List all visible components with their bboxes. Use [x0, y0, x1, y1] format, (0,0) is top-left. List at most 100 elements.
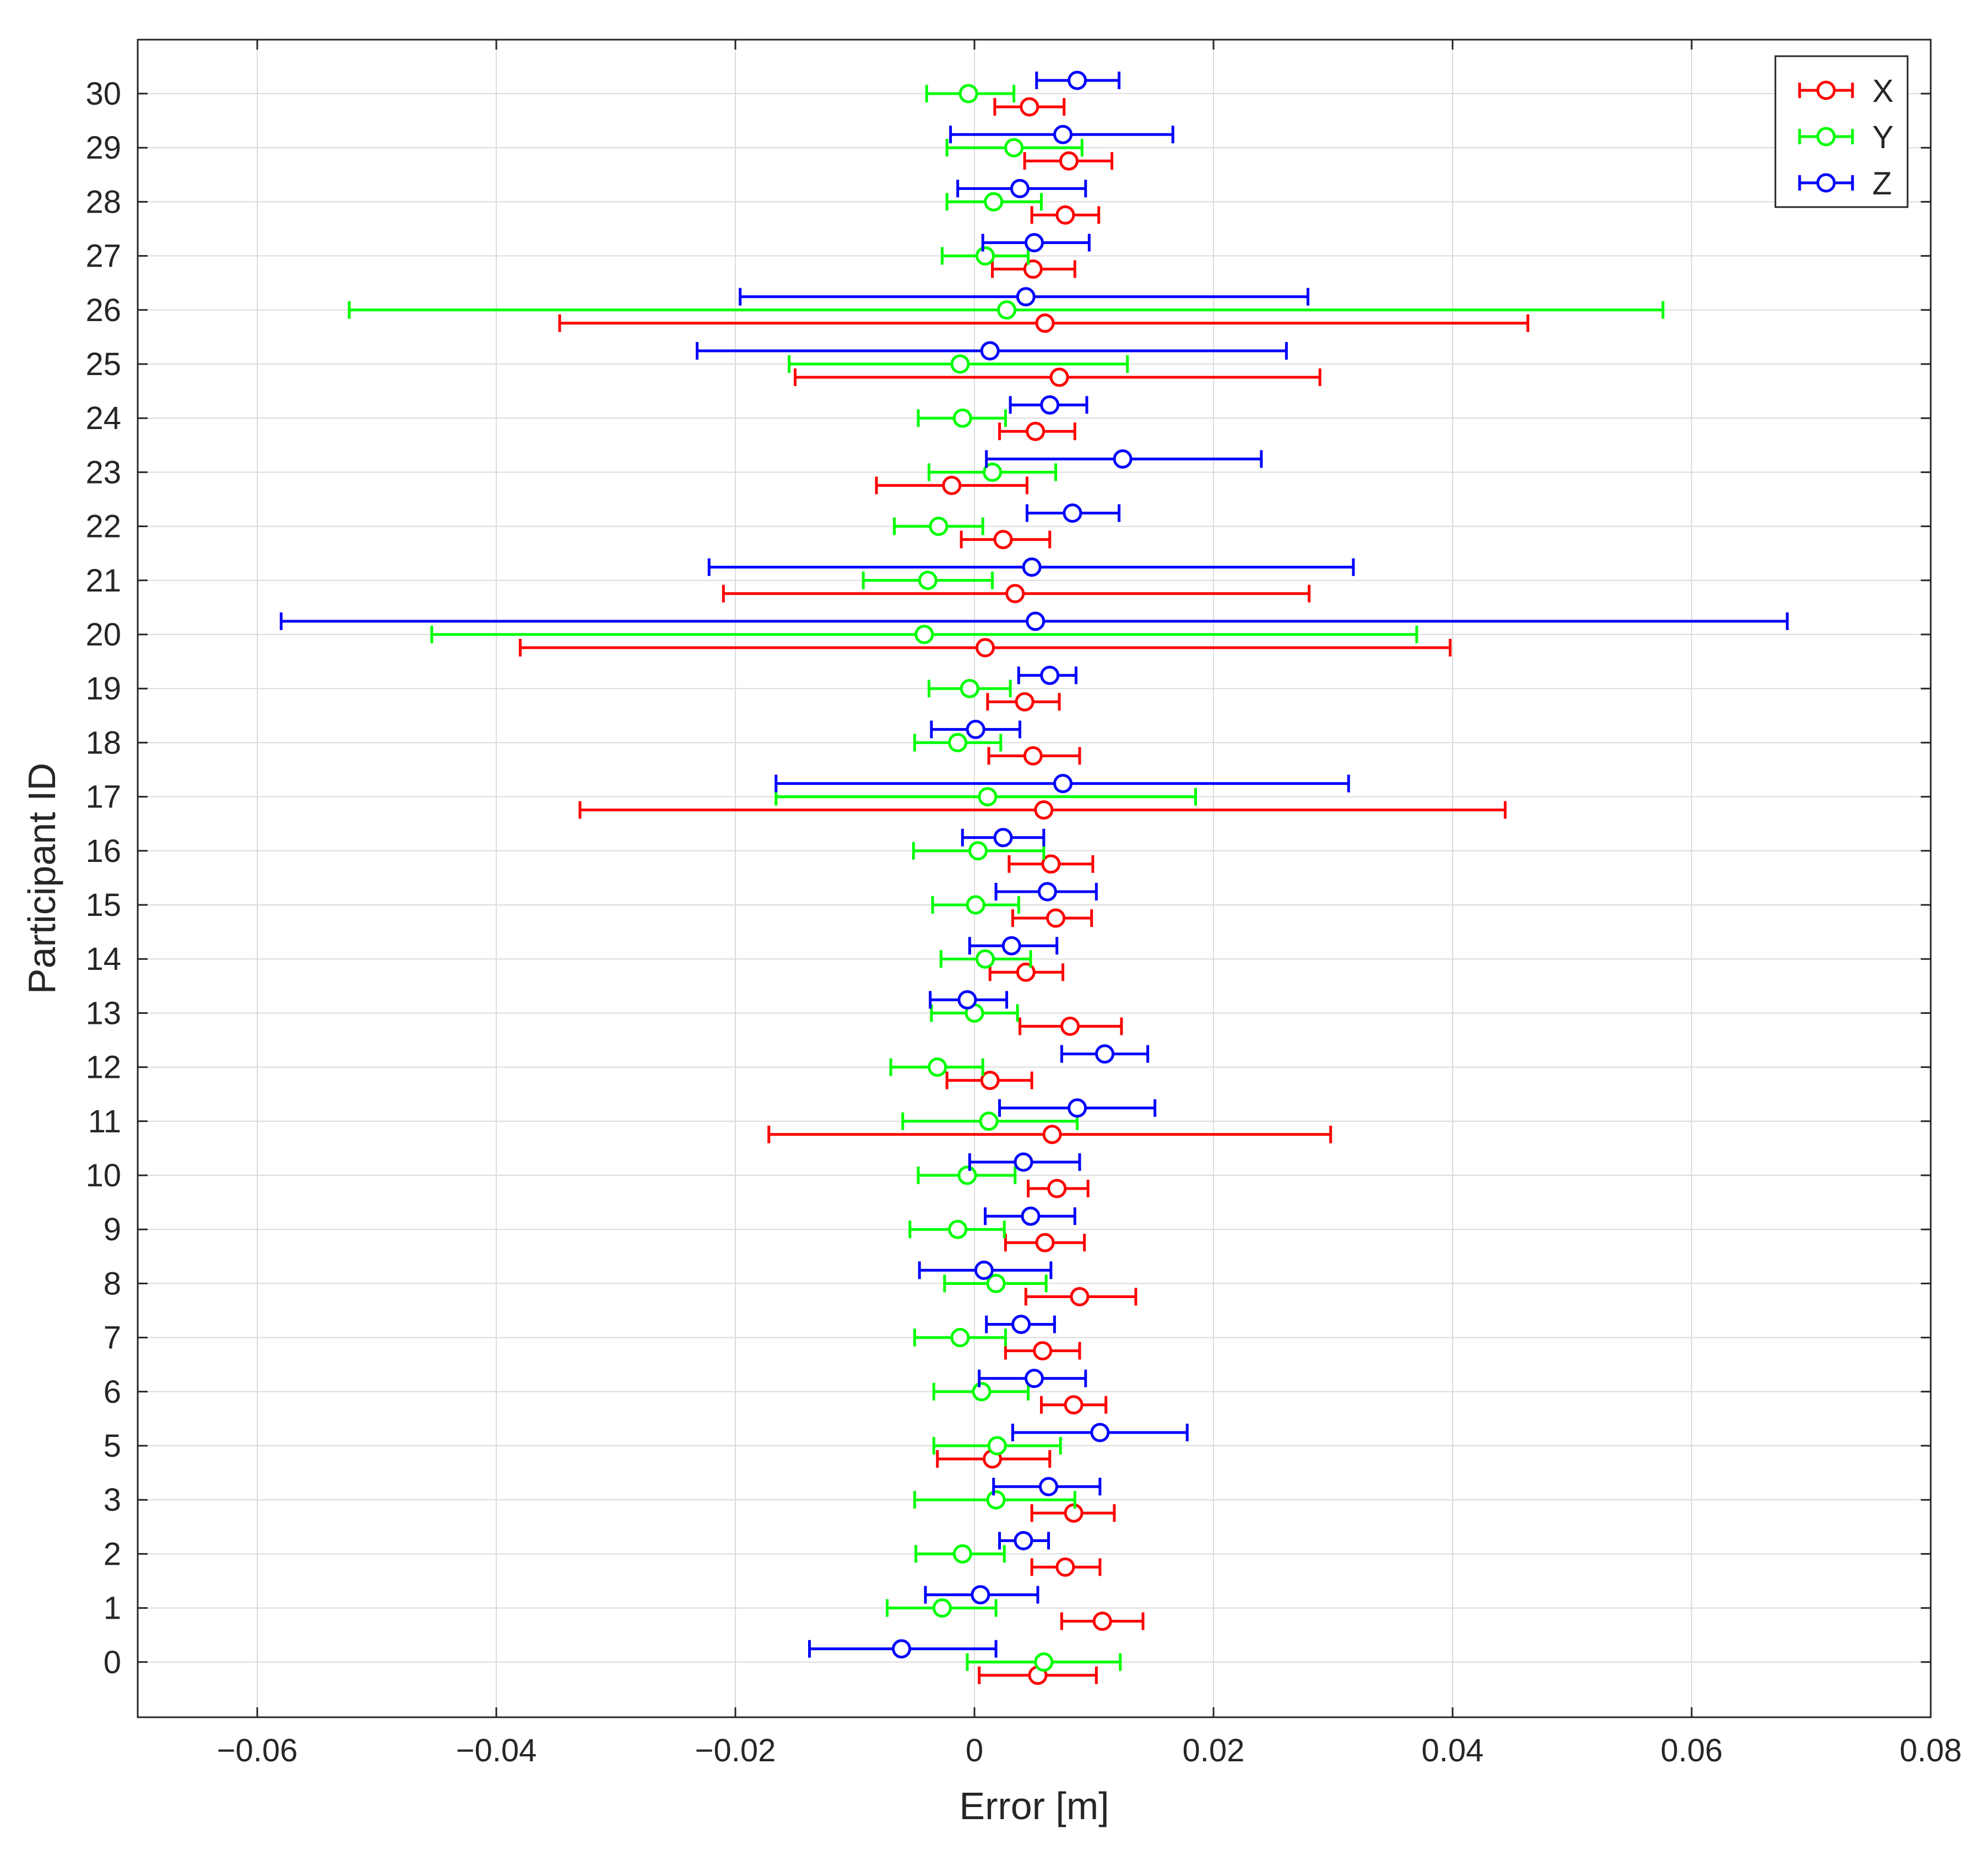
mean-marker — [892, 1639, 912, 1659]
mean-marker — [1047, 1179, 1067, 1198]
mean-marker — [1049, 367, 1069, 387]
mean-marker — [1034, 1652, 1054, 1672]
y-tick-label: 15 — [85, 887, 121, 923]
mean-marker — [1040, 665, 1060, 685]
legend: XYZ — [1774, 55, 1909, 208]
x-axis-title: Error [m] — [959, 1784, 1109, 1827]
legend-entry-y: Y — [1798, 120, 1894, 155]
mean-marker — [929, 517, 949, 536]
x-tick-label: −0.06 — [217, 1733, 298, 1768]
y-tick-label: 7 — [104, 1320, 121, 1356]
x-tick-label: −0.02 — [695, 1733, 776, 1768]
mean-marker — [1025, 1369, 1044, 1388]
mean-marker — [1046, 908, 1066, 928]
mean-marker — [1014, 1152, 1033, 1172]
mean-marker — [1023, 259, 1043, 279]
mean-marker — [976, 949, 995, 969]
mean-marker — [1033, 1341, 1053, 1361]
x-tick-label: 0.04 — [1422, 1733, 1484, 1768]
y-tick-label: 10 — [85, 1158, 121, 1193]
mean-marker — [1011, 1315, 1031, 1334]
mean-marker — [966, 895, 985, 915]
y-tick-labels: 0123567891011121314151617181920212223242… — [85, 76, 121, 1680]
mean-marker — [1026, 611, 1046, 631]
mean-marker — [993, 530, 1013, 550]
mean-marker — [1035, 1233, 1055, 1252]
mean-marker — [1023, 746, 1043, 766]
y-tick-label: 0 — [104, 1645, 121, 1680]
y-tick-label: 19 — [85, 671, 121, 707]
mean-marker — [1037, 882, 1057, 902]
mean-marker — [1041, 854, 1061, 874]
mean-marker — [993, 828, 1013, 848]
legend-marker — [1816, 173, 1836, 193]
axis-ticks — [138, 40, 1932, 1717]
mean-marker — [1016, 287, 1036, 307]
mean-marker — [1113, 449, 1133, 469]
y-tick-label: 21 — [85, 563, 121, 599]
mean-marker — [976, 638, 995, 658]
mean-marker — [976, 246, 995, 266]
y-tick-label: 2 — [104, 1536, 121, 1572]
legend-marker — [1816, 127, 1836, 147]
y-tick-label: 25 — [85, 346, 121, 382]
data-series — [279, 70, 1789, 1685]
mean-marker — [978, 787, 998, 807]
mean-marker — [1016, 962, 1036, 982]
mean-marker — [1095, 1044, 1115, 1064]
y-tick-label: 24 — [85, 400, 121, 436]
y-tick-label: 26 — [85, 292, 121, 328]
mean-marker — [1042, 1125, 1062, 1144]
y-tick-label: 18 — [85, 725, 121, 761]
x-tick-label: 0.08 — [1900, 1733, 1962, 1768]
x-tick-label: 0.02 — [1183, 1733, 1245, 1768]
y-tick-label: 11 — [88, 1104, 121, 1140]
x-tick-label: 0 — [966, 1733, 983, 1768]
mean-marker — [1034, 800, 1054, 820]
mean-marker — [958, 84, 978, 104]
series-x — [518, 97, 1530, 1685]
mean-marker — [1059, 151, 1079, 171]
y-tick-label: 28 — [85, 184, 121, 220]
mean-marker — [1053, 124, 1073, 144]
mean-marker — [942, 475, 962, 495]
legend-label: Y — [1872, 120, 1894, 155]
legend-entry-x: X — [1798, 73, 1894, 109]
mean-marker — [1064, 1395, 1084, 1415]
mean-marker — [1092, 1612, 1112, 1631]
mean-marker — [950, 354, 970, 374]
legend-entry-z: Z — [1798, 166, 1892, 202]
mean-marker — [948, 1219, 968, 1239]
mean-marker — [952, 1544, 972, 1564]
y-tick-label: 8 — [104, 1266, 121, 1301]
y-tick-label: 22 — [85, 509, 121, 545]
mean-marker — [971, 1585, 990, 1605]
series-z — [279, 70, 1789, 1659]
mean-marker — [980, 341, 1000, 361]
y-tick-label: 5 — [104, 1428, 121, 1464]
mean-marker — [984, 192, 1004, 211]
y-tick-label: 17 — [85, 779, 121, 815]
mean-marker — [1005, 584, 1025, 604]
mean-marker — [1021, 1206, 1041, 1226]
y-tick-label: 3 — [104, 1482, 121, 1518]
mean-marker — [1060, 1016, 1080, 1036]
y-tick-label: 14 — [85, 941, 121, 977]
y-tick-label: 20 — [85, 617, 121, 653]
mean-marker — [1090, 1423, 1110, 1442]
mean-marker — [1039, 1477, 1059, 1496]
y-tick-label: 27 — [85, 238, 121, 274]
mean-marker — [987, 1436, 1007, 1456]
mean-marker — [968, 841, 988, 861]
mean-marker — [1010, 178, 1030, 198]
mean-marker — [918, 571, 938, 590]
x-tick-label: −0.04 — [456, 1733, 537, 1768]
series-y — [348, 84, 1665, 1672]
mean-marker — [960, 679, 979, 698]
mean-marker — [928, 1057, 947, 1077]
mean-marker — [966, 719, 985, 739]
mean-marker — [957, 990, 977, 1010]
